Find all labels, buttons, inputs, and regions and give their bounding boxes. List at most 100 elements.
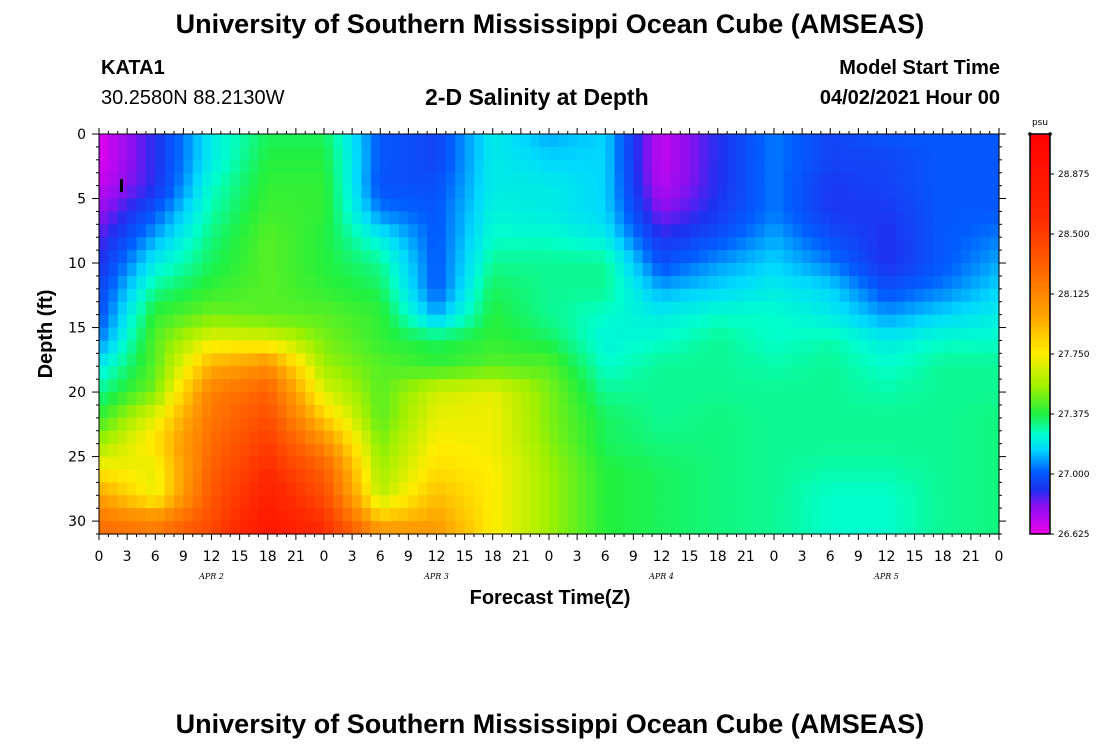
heatmap-cell — [455, 250, 466, 264]
heatmap-cell — [774, 211, 784, 225]
heatmap-cell — [745, 172, 756, 187]
heatmap-cell — [549, 211, 559, 225]
heatmap-cell — [727, 172, 738, 187]
heatmap-cell — [877, 417, 888, 432]
heatmap-cell — [736, 482, 747, 496]
heatmap-cell — [427, 495, 438, 509]
heatmap-cell — [277, 353, 288, 367]
heatmap-cell — [755, 508, 766, 522]
heatmap-cell — [792, 185, 803, 200]
heatmap-cell — [811, 327, 822, 342]
heatmap-cell — [502, 327, 513, 342]
heatmap-cell — [427, 263, 438, 277]
heatmap-cell — [464, 327, 475, 342]
heatmap-cell — [324, 288, 334, 303]
heatmap-cell — [699, 134, 709, 148]
heatmap-cell — [502, 340, 513, 354]
heatmap-cell — [970, 469, 981, 483]
heatmap-cell — [239, 417, 250, 432]
heatmap-cell — [595, 379, 606, 393]
heatmap-cell — [736, 508, 747, 522]
heatmap-cell — [970, 172, 981, 187]
heatmap-cell — [605, 366, 616, 380]
heatmap-cell — [614, 508, 625, 522]
heatmap-cell — [905, 404, 916, 419]
heatmap-cell — [549, 521, 559, 535]
heatmap-cell — [108, 198, 119, 213]
heatmap-cell — [267, 521, 278, 535]
heatmap-cell — [680, 495, 691, 509]
heatmap-cell — [220, 159, 231, 174]
heatmap-cell — [895, 469, 906, 483]
heatmap-cell — [464, 134, 475, 148]
heatmap-cell — [830, 211, 841, 225]
heatmap-cell — [624, 521, 634, 535]
heatmap-cell — [108, 172, 119, 187]
heatmap-cell — [670, 495, 681, 509]
heatmap-cell — [830, 456, 841, 471]
heatmap-cell — [352, 366, 363, 380]
heatmap-cell — [736, 288, 747, 303]
heatmap-cell — [492, 340, 503, 354]
heatmap-cell — [558, 314, 569, 329]
heatmap-cell — [605, 288, 616, 303]
heatmap-cell — [989, 134, 1000, 148]
heatmap-cell — [530, 482, 541, 496]
heatmap-cell — [258, 263, 269, 277]
heatmap-cell — [595, 172, 606, 187]
heatmap-cell — [830, 392, 841, 406]
heatmap-cell — [455, 366, 466, 380]
heatmap-cell — [708, 224, 719, 238]
heatmap-cell — [670, 443, 681, 458]
heatmap-cell — [464, 366, 475, 380]
heatmap-cell — [455, 417, 466, 432]
heatmap-cell — [549, 392, 559, 406]
heatmap-cell — [680, 275, 691, 290]
heatmap-cell — [267, 327, 278, 342]
heatmap-cell — [408, 456, 419, 471]
heatmap-cell — [492, 211, 503, 225]
heatmap-cell — [136, 172, 147, 187]
heatmap-cell — [558, 482, 569, 496]
heatmap-cell — [727, 224, 738, 238]
heatmap-cell — [624, 250, 634, 264]
heatmap-cell — [811, 185, 822, 200]
heatmap-cell — [174, 495, 184, 509]
heatmap-cell — [558, 185, 569, 200]
heatmap-cell — [980, 159, 991, 174]
heatmap-cell — [689, 443, 700, 458]
heatmap-cell — [183, 456, 194, 471]
heatmap-cell — [802, 366, 813, 380]
heatmap-cell — [924, 301, 934, 316]
heatmap-cell — [558, 392, 569, 406]
heatmap-cell — [220, 146, 231, 161]
heatmap-cell — [361, 443, 372, 458]
heatmap-cell — [624, 340, 634, 354]
heatmap-cell — [155, 159, 166, 174]
heatmap-cell — [811, 250, 822, 264]
heatmap-cell — [324, 379, 334, 393]
heatmap-cell — [483, 521, 494, 535]
heatmap-cell — [633, 521, 644, 535]
heatmap-cell — [699, 301, 709, 316]
heatmap-cell — [952, 430, 963, 445]
heatmap-cell — [755, 263, 766, 277]
heatmap-cell — [324, 456, 334, 471]
heatmap-cell — [445, 314, 456, 329]
heatmap-cell — [792, 134, 803, 148]
heatmap-cell — [483, 366, 494, 380]
heatmap-cell — [745, 224, 756, 238]
heatmap-cell — [483, 211, 494, 225]
heatmap-cell — [652, 392, 663, 406]
heatmap-cell — [370, 327, 381, 342]
heatmap-cell — [802, 146, 813, 161]
heatmap-cell — [427, 327, 438, 342]
heatmap-cell — [305, 211, 316, 225]
heatmap-cell — [877, 469, 888, 483]
heatmap-cell — [624, 185, 634, 200]
heatmap-cell — [305, 340, 316, 354]
heatmap-cell — [689, 353, 700, 367]
heatmap-cell — [727, 392, 738, 406]
heatmap-cell — [183, 353, 194, 367]
heatmap-cell — [464, 495, 475, 509]
